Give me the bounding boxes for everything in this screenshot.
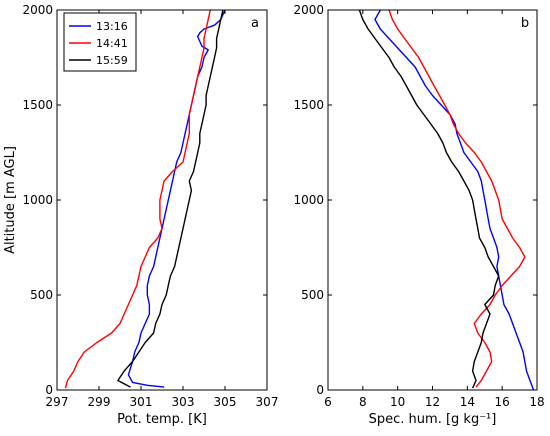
series-line-b-1 xyxy=(388,10,526,388)
legend-label: 13:16 xyxy=(96,20,128,33)
y-axis-label: Altitude [m AGL] xyxy=(3,146,18,254)
panel-letter: a xyxy=(251,16,259,31)
panel-b: 6 8 10 12 14 16 18 0 500 1000 1500 2000 Spec. hum. [… xyxy=(293,3,544,427)
series-line-a-1 xyxy=(64,10,211,389)
x-tick-label: 307 xyxy=(256,395,279,409)
y-tick-label: 0 xyxy=(316,383,324,397)
x-tick-label: 299 xyxy=(88,395,111,409)
x-tick-label: 10 xyxy=(390,395,405,409)
panel-a: 297 299 301 303 305 307 0 500 1000 1500 2000 Pot. t… xyxy=(3,3,278,427)
panel-letter: b xyxy=(521,16,529,31)
y-tick-label: 500 xyxy=(301,288,324,302)
x-tick-label: 303 xyxy=(172,395,195,409)
x-axis-label: Pot. temp. [K] xyxy=(117,412,207,427)
x-tick-label: 18 xyxy=(529,395,544,409)
x-tick-label: 14 xyxy=(460,395,475,409)
series-line-a-2 xyxy=(117,10,224,388)
y-tick-label: 1000 xyxy=(22,193,53,207)
legend-label: 15:59 xyxy=(96,54,128,67)
series-line-a-0 xyxy=(127,10,226,388)
x-tick-label: 16 xyxy=(495,395,510,409)
y-tick-label: 0 xyxy=(45,383,53,397)
y-tick-label: 2000 xyxy=(22,3,53,17)
y-tick-label: 2000 xyxy=(293,3,324,17)
x-tick-label: 305 xyxy=(214,395,237,409)
x-tick-label: 301 xyxy=(130,395,153,409)
y-tick-label: 1000 xyxy=(293,193,324,207)
series-line-b-2 xyxy=(358,10,500,389)
x-tick-label: 8 xyxy=(359,395,367,409)
legend-box xyxy=(63,12,137,72)
x-tick-label: 12 xyxy=(425,395,440,409)
x-tick-label: 297 xyxy=(46,395,69,409)
y-tick-label: 500 xyxy=(30,288,53,302)
y-tick-label: 1500 xyxy=(293,98,324,112)
x-tick-label: 6 xyxy=(324,395,332,409)
legend-label: 14:41 xyxy=(96,37,128,50)
x-axis-label: Spec. hum. [g kg⁻¹] xyxy=(369,412,497,427)
series-line-b-0 xyxy=(374,10,535,390)
legend: 13:16 14:41 15:59 xyxy=(63,12,137,72)
plot-frame-b xyxy=(327,9,538,391)
y-tick-label: 1500 xyxy=(22,98,53,112)
